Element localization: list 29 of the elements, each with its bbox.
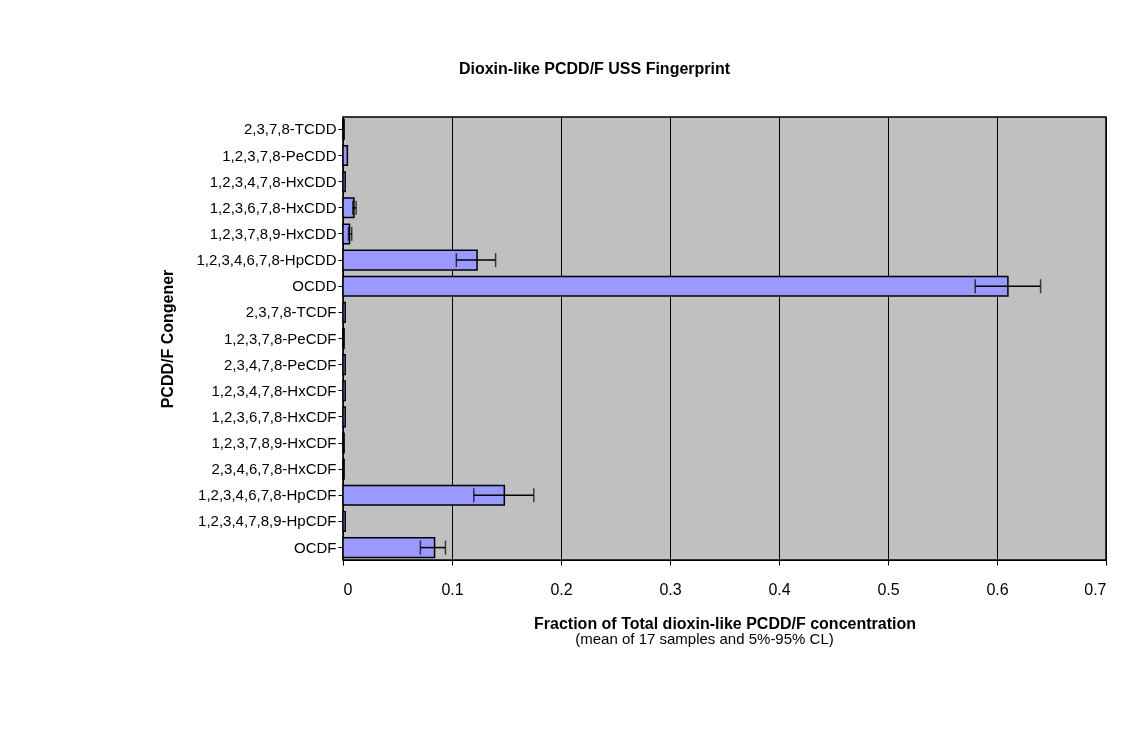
y-tick-label: 1,2,3,7,8-PeCDD — [222, 146, 337, 164]
x-tick-label: 0.3 — [659, 580, 682, 598]
chart-title: Dioxin-like PCDD/F USS Fingerprint — [458, 60, 731, 77]
y-tick-label: 1,2,3,4,6,7,8-HpCDF — [198, 486, 337, 504]
y-tick-label: 1,2,3,4,7,8,9-HpCDF — [198, 512, 337, 530]
y-tick-label: 1,2,3,4,6,7,8-HpCDD — [196, 251, 337, 269]
y-tick-label: OCDF — [294, 538, 337, 556]
y-tick-label: 1,2,3,7,8,9-HxCDD — [209, 224, 337, 242]
y-tick-label: 1,2,3,4,7,8-HxCDF — [211, 381, 337, 399]
y-tick-label: 1,2,3,4,7,8-HxCDD — [209, 172, 337, 190]
y-tick-label: 2,3,7,8-TCDD — [243, 120, 337, 138]
y-tick-label: 1,2,3,7,8-PeCDF — [223, 329, 337, 347]
x-tick-label: 0.6 — [986, 580, 1009, 598]
y-tick-label: OCDD — [292, 277, 337, 295]
x-tick-label: 0.7 — [1084, 580, 1107, 598]
y-tick-label: 1,2,3,7,8,9-HxCDF — [211, 434, 337, 452]
y-tick-label: 2,3,4,6,7,8-HxCDF — [211, 460, 337, 478]
text: (mean of 17 samples and 5%-95% CL) — [575, 630, 834, 647]
y-tick-label: 2,3,4,7,8-PeCDF — [223, 355, 337, 373]
x-axis-title: Fraction of Total dioxin-like PCDD/F concentration — [534, 614, 916, 632]
x-tick-label: 0.2 — [550, 580, 573, 598]
x-tick-label: 0 — [343, 580, 353, 598]
y-axis-title: PCDD/F Congener — [159, 269, 177, 409]
x-tick-label: 0.4 — [768, 580, 791, 598]
y-tick-label: 2,3,7,8-TCDF — [245, 303, 337, 321]
x-tick-label: 0.1 — [441, 580, 464, 598]
x-tick-label: 0.5 — [877, 580, 900, 598]
y-tick-label: 1,2,3,6,7,8-HxCDD — [209, 198, 337, 216]
y-tick-label: 1,2,3,6,7,8-HxCDF — [211, 407, 337, 425]
